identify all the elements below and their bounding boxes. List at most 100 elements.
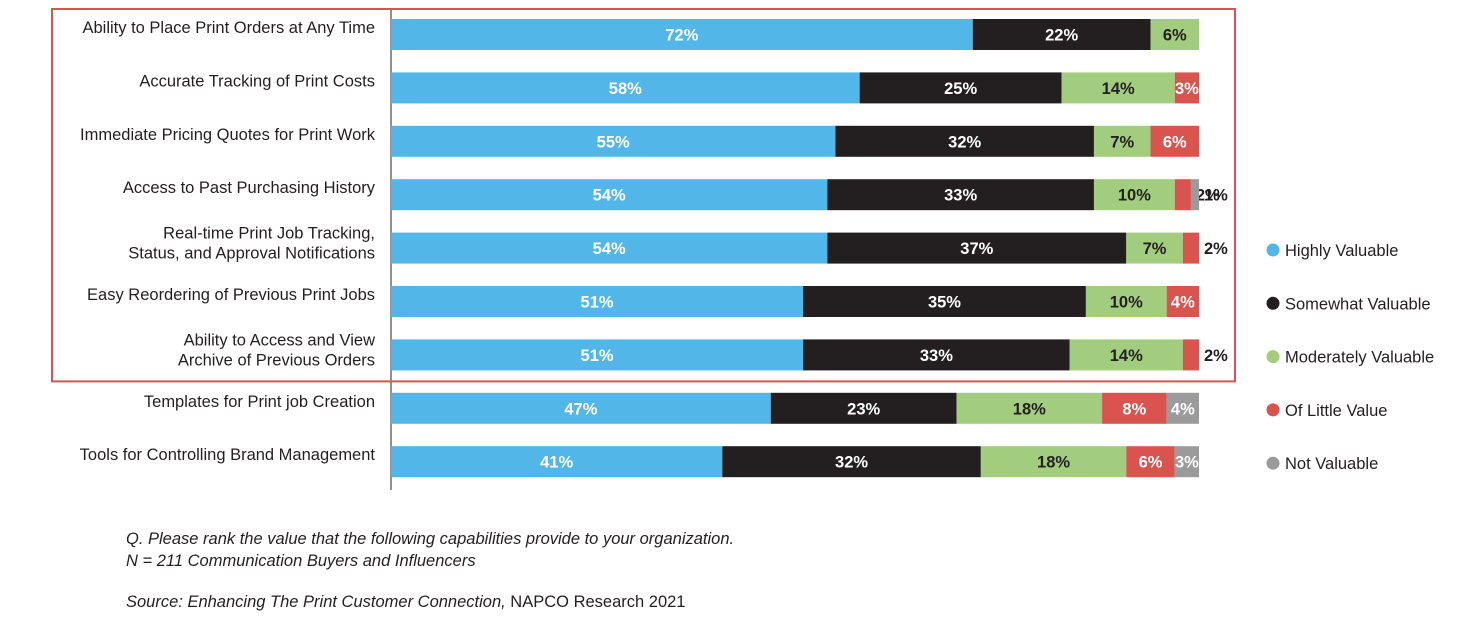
category-label-line: Archive of Previous Orders [178, 351, 375, 369]
bar-value-label: 54% [593, 187, 626, 205]
legend-label: Not Valuable [1285, 455, 1378, 473]
bar-segment [1102, 392, 1167, 424]
category-label-line: Status, and Approval Notifications [128, 245, 375, 263]
bar-value-label: 51% [581, 294, 614, 312]
bar-segment [1174, 446, 1199, 478]
bar-value-label: 4% [1171, 400, 1195, 418]
bar-value-label-outside: 2% [1204, 240, 1228, 258]
legend-swatch [1266, 350, 1280, 364]
highlight-frame [51, 8, 1236, 383]
bar-value-label: 7% [1110, 133, 1134, 151]
category-label-line: Ability to Access and View [184, 331, 375, 349]
bar-value-label: 72% [665, 27, 698, 45]
bar-value-label: 14% [1110, 347, 1143, 365]
bar-value-label: 3% [1175, 454, 1199, 472]
source-publisher: NAPCO Research 2021 [505, 593, 686, 611]
bar-segment [1166, 286, 1199, 317]
bar-segment [1174, 179, 1191, 211]
bar-value-label: 33% [920, 347, 953, 365]
bar-segment [859, 72, 1062, 104]
bar-value-label: 14% [1102, 80, 1135, 98]
category-label-line: Real-time Print Job Tracking, [163, 225, 375, 243]
bar-value-label: 10% [1110, 294, 1143, 312]
legend-swatch [1266, 296, 1280, 310]
legend-swatch [1266, 403, 1280, 417]
bar-segment [391, 179, 828, 211]
bar-value-label: 3% [1175, 80, 1199, 98]
category-label: Immediate Pricing Quotes for Print Work [80, 126, 376, 144]
bar-value-label: 22% [1045, 27, 1078, 45]
survey-question-note: Q. Please rank the value that the follow… [126, 530, 735, 548]
legend-swatch [1266, 456, 1280, 470]
bar-segment [1150, 125, 1199, 157]
bar-segment [1093, 125, 1151, 157]
bar-segment [1182, 339, 1199, 371]
source-note: Source: Enhancing The Print Customer Con… [126, 593, 685, 612]
category-label: Templates for Print job Creation [144, 393, 375, 411]
bar-value-label: 41% [540, 454, 573, 472]
category-label-line: Templates for Print job Creation [144, 393, 375, 411]
bar-segment [803, 286, 1086, 317]
category-label-line: Ability to Place Print Orders at Any Tim… [82, 19, 375, 37]
bar-segment [1126, 446, 1175, 478]
bar-value-label: 35% [928, 294, 961, 312]
bar-segment [1085, 286, 1167, 317]
category-label: Accurate Tracking of Print Costs [139, 72, 375, 90]
bar-segment [391, 232, 828, 264]
bar-segment [1061, 72, 1175, 104]
category-label-line: Access to Past Purchasing History [123, 179, 376, 197]
bar-segment [972, 19, 1151, 50]
bar-value-label: 32% [948, 133, 981, 151]
bar-value-label: 33% [944, 187, 977, 205]
category-label: Tools for Controlling Brand Management [80, 446, 376, 464]
category-label: Easy Reordering of Previous Print Jobs [87, 286, 375, 304]
bar-segment [391, 286, 804, 317]
bar-value-label: 55% [597, 133, 630, 151]
bar-segment [1093, 179, 1175, 211]
bar-segment [391, 125, 836, 157]
bar-value-label-outside: 2% [1196, 187, 1220, 205]
category-label-line: Easy Reordering of Previous Print Jobs [87, 286, 375, 304]
bar-value-label: 25% [944, 80, 977, 98]
bar-value-label: 54% [593, 240, 626, 258]
legend-swatch [1266, 243, 1280, 257]
source-prefix: Source: [126, 593, 188, 611]
bar-segment [1166, 392, 1199, 424]
bar-segment [1126, 232, 1183, 264]
bar-value-label: 51% [581, 347, 614, 365]
bar-value-label: 23% [847, 400, 880, 418]
bar-value-label: 32% [835, 454, 868, 472]
bar-segment [827, 232, 1127, 264]
legend-label: Of Little Value [1285, 402, 1387, 420]
bar-value-label: 7% [1143, 240, 1167, 258]
bar-segment [391, 339, 804, 371]
bar-value-label: 4% [1171, 294, 1195, 312]
bar-segment [956, 392, 1103, 424]
bar-value-label: 18% [1013, 400, 1046, 418]
legend-label: Highly Valuable [1285, 242, 1398, 260]
bar-value-label: 6% [1163, 27, 1187, 45]
category-label: Ability to Place Print Orders at Any Tim… [82, 19, 375, 37]
category-label: Ability to Access and View Archive of Pre… [178, 331, 375, 369]
bar-value-label: 58% [609, 80, 642, 98]
bar-value-label-outside: 2% [1204, 347, 1228, 365]
bar-value-label: 37% [960, 240, 993, 258]
category-label-line: Immediate Pricing Quotes for Print Work [80, 126, 376, 144]
bar-segment [1182, 232, 1199, 264]
category-label-line: Accurate Tracking of Print Costs [139, 72, 375, 90]
bar-value-label: 6% [1163, 133, 1187, 151]
bar-value-label: 10% [1118, 187, 1151, 205]
bar-segment [980, 446, 1127, 478]
bar-segment [827, 179, 1094, 211]
bar-segment [391, 446, 723, 478]
category-label: Access to Past Purchasing History [123, 179, 376, 197]
bar-segment [391, 392, 771, 424]
bar-segment [835, 125, 1094, 157]
bar-segment [391, 72, 860, 104]
source-title: Enhancing The Print Customer Connection, [187, 593, 506, 611]
bar-value-label: 47% [564, 400, 597, 418]
bar-segment [1174, 72, 1199, 104]
bar-segment [1069, 339, 1183, 371]
category-label: Real-time Print Job Tracking, Status, and… [128, 225, 375, 263]
